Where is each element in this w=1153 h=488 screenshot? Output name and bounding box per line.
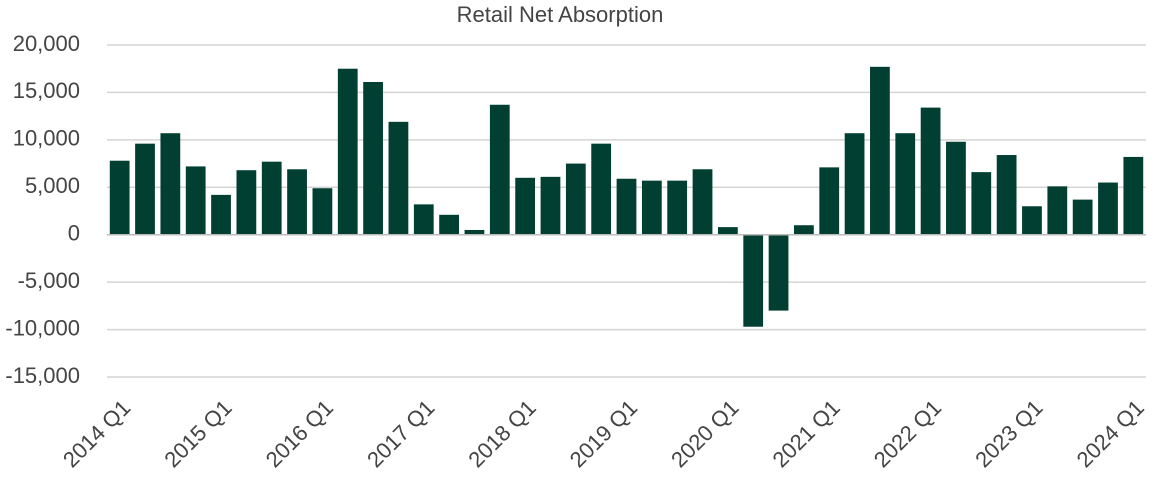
- bar: [160, 133, 181, 235]
- bar: [464, 229, 485, 235]
- x-tick-label: 2015 Q1: [159, 395, 236, 472]
- bar: [591, 143, 612, 235]
- bar: [489, 104, 510, 235]
- y-tick-label: -15,000: [5, 363, 80, 388]
- x-tick-label: 2024 Q1: [1072, 395, 1149, 472]
- x-tick-label: 2023 Q1: [970, 395, 1047, 472]
- bar: [946, 141, 966, 235]
- bar: [895, 133, 916, 235]
- bar: [1047, 186, 1068, 235]
- bar: [565, 163, 586, 235]
- x-tick-label: 2022 Q1: [869, 395, 946, 472]
- x-tick-label: 2019 Q1: [565, 395, 642, 472]
- bar: [1123, 156, 1144, 235]
- bar: [515, 177, 536, 235]
- bar: [312, 188, 333, 235]
- bar: [1022, 206, 1042, 235]
- y-tick-label: 20,000: [13, 31, 80, 56]
- bar: [337, 68, 358, 235]
- bar: [1098, 182, 1118, 235]
- y-tick-label: 0: [68, 221, 80, 246]
- chart-title: Retail Net Absorption: [457, 2, 664, 27]
- bar: [109, 160, 130, 235]
- bar: [794, 225, 814, 235]
- bar: [768, 234, 789, 311]
- bar: [717, 227, 738, 235]
- bar: [743, 234, 764, 327]
- bar: [363, 81, 383, 235]
- bar: [667, 180, 688, 235]
- bar: [236, 170, 257, 235]
- bar: [844, 133, 865, 235]
- x-tick-label: 2014 Q1: [58, 395, 135, 472]
- x-tick-label: 2021 Q1: [768, 395, 845, 472]
- bar: [692, 169, 713, 235]
- bar: [439, 214, 459, 235]
- bar: [819, 167, 840, 235]
- y-tick-label: 5,000: [25, 173, 80, 198]
- bar: [920, 107, 941, 235]
- bar: [185, 166, 206, 235]
- x-tick-label: 2018 Q1: [463, 395, 540, 472]
- bar: [261, 161, 282, 235]
- bar: [870, 66, 890, 235]
- bar: [1072, 199, 1093, 235]
- bar: [413, 204, 434, 235]
- x-tick-label: 2016 Q1: [261, 395, 338, 472]
- x-tick-label: 2017 Q1: [362, 395, 439, 472]
- bar: [641, 180, 662, 235]
- bar: [996, 155, 1017, 235]
- y-tick-label: -5,000: [18, 268, 80, 293]
- y-tick-label: -10,000: [5, 315, 80, 340]
- bar: [388, 121, 409, 235]
- bar: [616, 178, 637, 235]
- y-tick-label: 15,000: [13, 78, 80, 103]
- bar: [135, 143, 155, 235]
- y-tick-label: 10,000: [13, 126, 80, 151]
- bar: [540, 176, 561, 235]
- bar: [211, 194, 231, 235]
- bar: [971, 172, 992, 235]
- bar: [287, 169, 307, 235]
- x-tick-label: 2020 Q1: [666, 395, 743, 472]
